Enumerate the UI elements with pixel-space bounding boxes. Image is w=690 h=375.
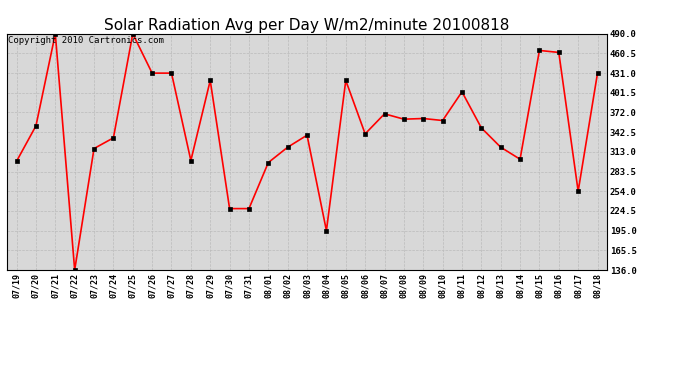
Title: Solar Radiation Avg per Day W/m2/minute 20100818: Solar Radiation Avg per Day W/m2/minute …	[104, 18, 510, 33]
Text: Copyright 2010 Cartronics.com: Copyright 2010 Cartronics.com	[8, 36, 164, 45]
